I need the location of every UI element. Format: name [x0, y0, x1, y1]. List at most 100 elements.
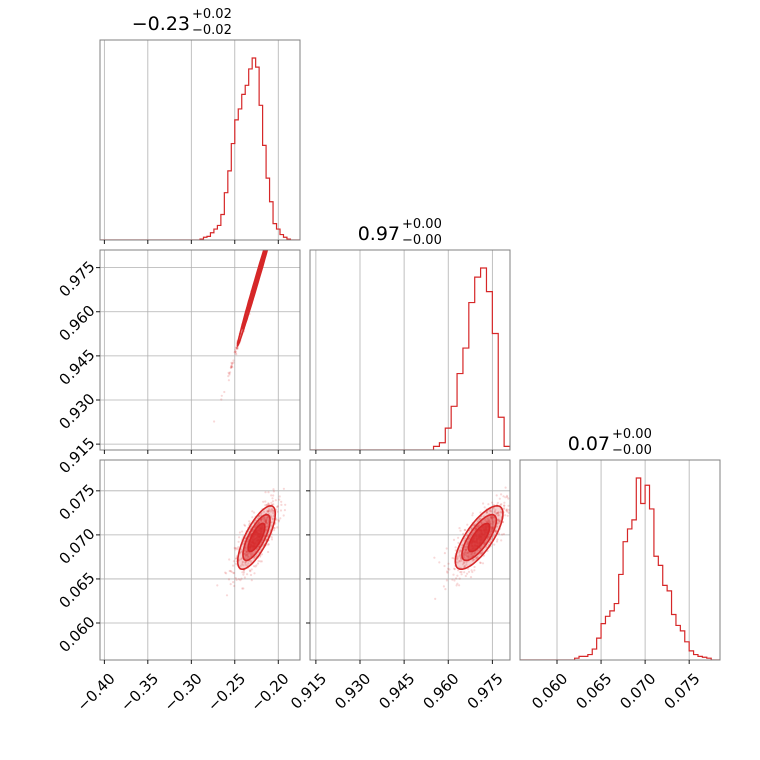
scatter-p0-p2-point [269, 509, 272, 512]
scatter-p0-p2-point [246, 564, 249, 567]
scatter-p1-p2-point [490, 529, 493, 532]
scatter-p0-p2-point [238, 558, 241, 561]
scatter-p0-p2-point [267, 518, 270, 522]
scatter-p0-p2-point [263, 520, 266, 523]
scatter-p1-p2-point [451, 556, 454, 560]
scatter-p1-p2-point [513, 507, 515, 509]
hist-p2-xtick-label-3: 0.075 [660, 670, 703, 713]
scatter-p0-p1-point [271, 226, 273, 228]
scatter-p0-p2-point [229, 583, 232, 586]
scatter-p0-p2-point [264, 520, 267, 523]
scatter-p0-p1-point [233, 351, 236, 354]
scatter-p0-p2-point [266, 525, 269, 528]
scatter-p0-p2-ytick-label-0: 0.060 [55, 613, 98, 656]
scatter-p0-p1-point [268, 237, 270, 239]
scatter-p1-p2-point [456, 582, 459, 585]
scatter-p0-p2-point [270, 494, 273, 497]
scatter-p0-p2-point [280, 500, 283, 503]
scatter-p0-p2-point [265, 529, 268, 532]
scatter-p0-p2-point [257, 551, 260, 554]
scatter-p1-p2-point [495, 525, 498, 528]
scatter-p0-p2-point [241, 560, 244, 563]
scatter-p0-p1-point [268, 235, 270, 237]
scatter-p0-p2-point [249, 570, 252, 573]
scatter-p0-p1-point [271, 228, 273, 230]
scatter-p0-p2-point [240, 558, 243, 561]
scatter-p1-p2-point [491, 501, 494, 504]
scatter-p0-p1-point [275, 210, 277, 212]
scatter-p0-p1-point [265, 245, 267, 247]
scatter-p1-p2-point [489, 533, 492, 536]
scatter-p0-p2-point [239, 564, 242, 568]
scatter-p1-p2-point [488, 518, 491, 521]
scatter-p1-p2-point [515, 512, 517, 514]
scatter-p0-p2-point [265, 504, 268, 507]
scatter-p0-p2-point [266, 522, 269, 525]
scatter-p1-p2-point [490, 530, 493, 533]
scatter-p1-p2-point [445, 579, 448, 582]
scatter-p1-p2-point [473, 523, 476, 526]
scatter-p0-p2-point [241, 587, 244, 590]
scatter-p0-p2-point [264, 519, 267, 522]
scatter-p0-p2-point [256, 562, 260, 565]
scatter-p1-p2-point [485, 520, 488, 523]
scatter-p1-p2-point [503, 507, 506, 510]
scatter-p1-p2-point [463, 552, 466, 555]
scatter-p0-p2-point [264, 522, 268, 525]
scatter-p0-p1-point [230, 365, 233, 368]
scatter-p1-p2-point [507, 511, 510, 514]
scatter-p1-p2-point [517, 502, 519, 504]
scatter-p1-p2-point [470, 569, 473, 572]
scatter-p1-p2-point [497, 511, 500, 514]
scatter-p1-p2-point [498, 497, 501, 500]
scatter-p1-p2-point [493, 543, 496, 546]
scatter-p0-p2-point [267, 502, 270, 505]
scatter-p1-p2-point [459, 553, 462, 556]
scatter-p0-p2-point [237, 548, 240, 551]
scatter-p0-p1-point [270, 230, 272, 232]
scatter-p1-p2-point [502, 508, 505, 511]
scatter-p0-p1-point [275, 212, 277, 214]
scatter-p1-p2-point [443, 552, 446, 555]
scatter-p1-p2-point [464, 537, 467, 540]
scatter-p1-p2-point [473, 551, 476, 554]
scatter-p0-p2-point [244, 554, 247, 558]
scatter-p1-p2-point [446, 570, 449, 573]
scatter-p0-p2-point [272, 503, 275, 506]
scatter-p1-p2-point [507, 504, 510, 507]
scatter-p1-p2-point [504, 496, 507, 499]
scatter-p0-p1-point [231, 362, 234, 366]
scatter-p1-p2-point [458, 584, 461, 587]
scatter-p1-p2-point [505, 508, 508, 512]
scatter-p0-p2-point [248, 569, 251, 572]
scatter-p0-p2-point [245, 550, 248, 553]
scatter-p0-p1-point [271, 229, 273, 231]
hist-p1-frame [309, 249, 511, 451]
scatter-p0-p1-point [267, 244, 269, 246]
scatter-p1-p2-point [480, 551, 483, 554]
scatter-p1-p2-point [453, 568, 456, 571]
scatter-p1-p2-point [456, 555, 459, 558]
scatter-p0-p1-point [275, 213, 277, 215]
scatter-p0-p2-point [271, 517, 274, 520]
scatter-p0-p1-point [266, 244, 268, 246]
scatter-p1-p2-point [486, 537, 489, 540]
scatter-p0-p1-ytick-label-3: 0.960 [55, 302, 98, 345]
scatter-p0-p1-point [227, 379, 230, 382]
scatter-p1-p2-point [447, 567, 450, 570]
scatter-p1-p2-point [501, 533, 504, 536]
scatter-p0-p2-ytick-label-2: 0.070 [55, 525, 98, 568]
scatter-p0-p2-point [251, 510, 254, 513]
scatter-p1-p2-point [457, 536, 460, 539]
scatter-p0-p1-point [266, 243, 268, 245]
scatter-p1-p2-point [465, 561, 468, 564]
scatter-p0-p2-point [276, 510, 279, 513]
scatter-p0-p2-point [238, 536, 241, 539]
scatter-p1-p2-point [469, 535, 472, 538]
scatter-p1-p2-point [442, 585, 445, 588]
scatter-p1-p2-point [459, 529, 462, 532]
scatter-p0-p2-point [244, 554, 247, 557]
scatter-p1-p2-point [452, 538, 456, 542]
scatter-p0-p2-point [273, 529, 276, 532]
scatter-p0-p2-point [283, 509, 286, 512]
